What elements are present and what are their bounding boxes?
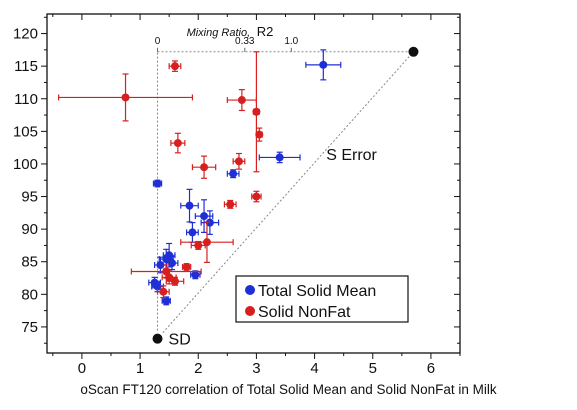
legend-marker-total-solid-mean [245,285,255,295]
y-tick-label: 95 [21,189,38,206]
y-tick-label: 110 [14,91,38,108]
s-error-diagonal-line [157,51,414,339]
data-point [185,201,194,210]
mixing-ratio-italic: Mixing Ratio, [187,27,251,39]
data-point [162,296,171,305]
top-right-marker [407,45,420,58]
data-point [200,212,209,221]
series-solid-nonfat [58,51,264,299]
data-point [229,169,238,178]
mixing-ratio-symbol: R2 [257,24,274,39]
axes-layer: 0 1 2 3 4 5 6 75 80 85 90 95 100 105 110 115 120 [13,14,461,377]
y-tick-label: 100 [13,156,38,173]
data-point [200,163,209,172]
mixing-ratio-tick-label: 1.0 [284,36,298,47]
legend: Total Solid Mean Solid NonFat [235,275,409,323]
y-tick-label: 85 [21,254,38,271]
annotations: Mixing Ratio, R2 [187,24,274,39]
s-error-label: S Error [326,147,377,164]
y-tick-label: 120 [13,26,38,43]
data-point [226,200,235,209]
legend-label-total-solid-mean: Total Solid Mean [258,283,376,300]
mixing-ratio-label: Mixing Ratio, R2 [187,24,274,39]
reference-lines: 0 0.33 1.0 SD S Error [151,36,420,349]
y-tick-label: 105 [13,123,38,140]
data-point [165,273,174,282]
series-total-solid-mean [148,49,342,306]
data-point [237,96,246,105]
data-point [159,287,168,296]
x-tick-label: 2 [194,360,202,377]
figure-caption: oScan FT120 correlation of Total Solid M… [80,382,497,397]
data-point [205,218,214,227]
x-tick-label: 1 [136,360,144,377]
y-tick-label: 115 [14,58,38,75]
data-point [170,277,179,286]
data-point [252,192,261,201]
series-layer [58,49,342,306]
data-point [194,241,203,250]
sd-label: SD [169,332,191,349]
legend-label-solid-nonfat: Solid NonFat [258,304,351,321]
data-point [252,107,261,116]
data-point [162,255,171,264]
data-point [173,139,182,148]
x-tick-label: 6 [427,360,435,377]
mixing-ratio-tick-label: 0.33 [235,36,255,47]
data-point [170,62,179,71]
x-tick-label: 0 [78,360,86,377]
x-tick-label: 4 [310,360,318,377]
data-point [319,60,328,69]
data-point [191,270,200,279]
legend-marker-solid-nonfat [245,306,255,316]
data-point [234,157,243,166]
data-point [188,228,197,237]
data-point [182,262,191,271]
y-tick-label: 90 [21,221,38,238]
y-tick-label: 75 [21,319,38,336]
x-tick-label: 5 [369,360,377,377]
sd-marker [151,332,164,345]
data-point [121,93,130,102]
data-point [168,259,177,268]
data-point [255,130,264,139]
y-tick-label: 80 [21,286,38,303]
data-point [153,179,162,188]
data-point [275,153,284,162]
data-point [153,282,162,291]
data-point [156,260,165,269]
plot-frame [46,13,461,354]
legend-box [235,275,409,323]
mixing-ratio-tick-label: 0 [155,36,161,47]
x-tick-label: 3 [252,360,260,377]
